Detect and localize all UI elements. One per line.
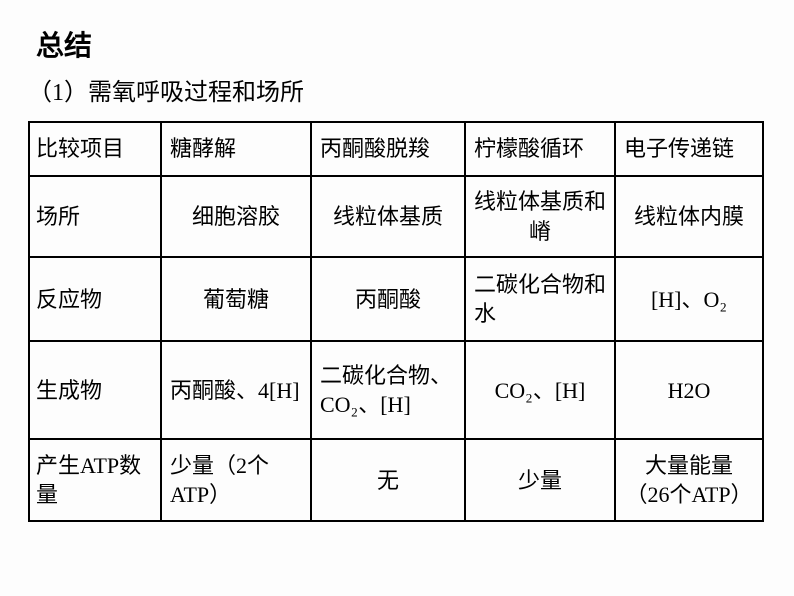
table-cell: 二碳化合物、CO₂、[H] xyxy=(311,341,465,439)
table-row: 场所 细胞溶胶 线粒体基质 线粒体基质和嵴 线粒体内膜 xyxy=(29,176,763,257)
col-header: 糖酵解 xyxy=(161,122,311,176)
table-cell: 少量 xyxy=(465,439,615,521)
table-cell: [H]、O₂ xyxy=(615,257,763,341)
table-cell: 线粒体内膜 xyxy=(615,176,763,257)
table-cell: 无 xyxy=(311,439,465,521)
col-header: 丙酮酸脱羧 xyxy=(311,122,465,176)
table-row: 生成物 丙酮酸、4[H] 二碳化合物、CO₂、[H] CO₂、[H] H2O xyxy=(29,341,763,439)
table-cell: H2O xyxy=(615,341,763,439)
page-subtitle: （1）需氧呼吸过程和场所 xyxy=(28,72,766,107)
page-title: 总结 xyxy=(36,24,766,64)
row-label: 反应物 xyxy=(29,257,161,341)
col-header: 电子传递链 xyxy=(615,122,763,176)
table-cell: 细胞溶胶 xyxy=(161,176,311,257)
table-cell: 葡萄糖 xyxy=(161,257,311,341)
table-cell: 线粒体基质 xyxy=(311,176,465,257)
comparison-table: 比较项目 糖酵解 丙酮酸脱羧 柠檬酸循环 电子传递链 场所 细胞溶胶 线粒体基质… xyxy=(28,121,764,522)
table-row: 产生ATP数量 少量（2个ATP） 无 少量 大量能量（26个ATP） xyxy=(29,439,763,521)
row-label: 生成物 xyxy=(29,341,161,439)
row-label: 产生ATP数量 xyxy=(29,439,161,521)
page: 总结 （1）需氧呼吸过程和场所 比较项目 糖酵解 丙酮酸脱羧 柠檬酸循环 电子传… xyxy=(0,0,794,522)
table-cell: 丙酮酸、4[H] xyxy=(161,341,311,439)
table-cell: 少量（2个ATP） xyxy=(161,439,311,521)
table-cell: 丙酮酸 xyxy=(311,257,465,341)
table-cell: CO₂、[H] xyxy=(465,341,615,439)
table-cell: 大量能量（26个ATP） xyxy=(615,439,763,521)
table-row: 反应物 葡萄糖 丙酮酸 二碳化合物和水 [H]、O₂ xyxy=(29,257,763,341)
row-label: 场所 xyxy=(29,176,161,257)
table-cell: 二碳化合物和水 xyxy=(465,257,615,341)
table-cell: 线粒体基质和嵴 xyxy=(465,176,615,257)
col-header: 柠檬酸循环 xyxy=(465,122,615,176)
col-header: 比较项目 xyxy=(29,122,161,176)
table-header-row: 比较项目 糖酵解 丙酮酸脱羧 柠檬酸循环 电子传递链 xyxy=(29,122,763,176)
